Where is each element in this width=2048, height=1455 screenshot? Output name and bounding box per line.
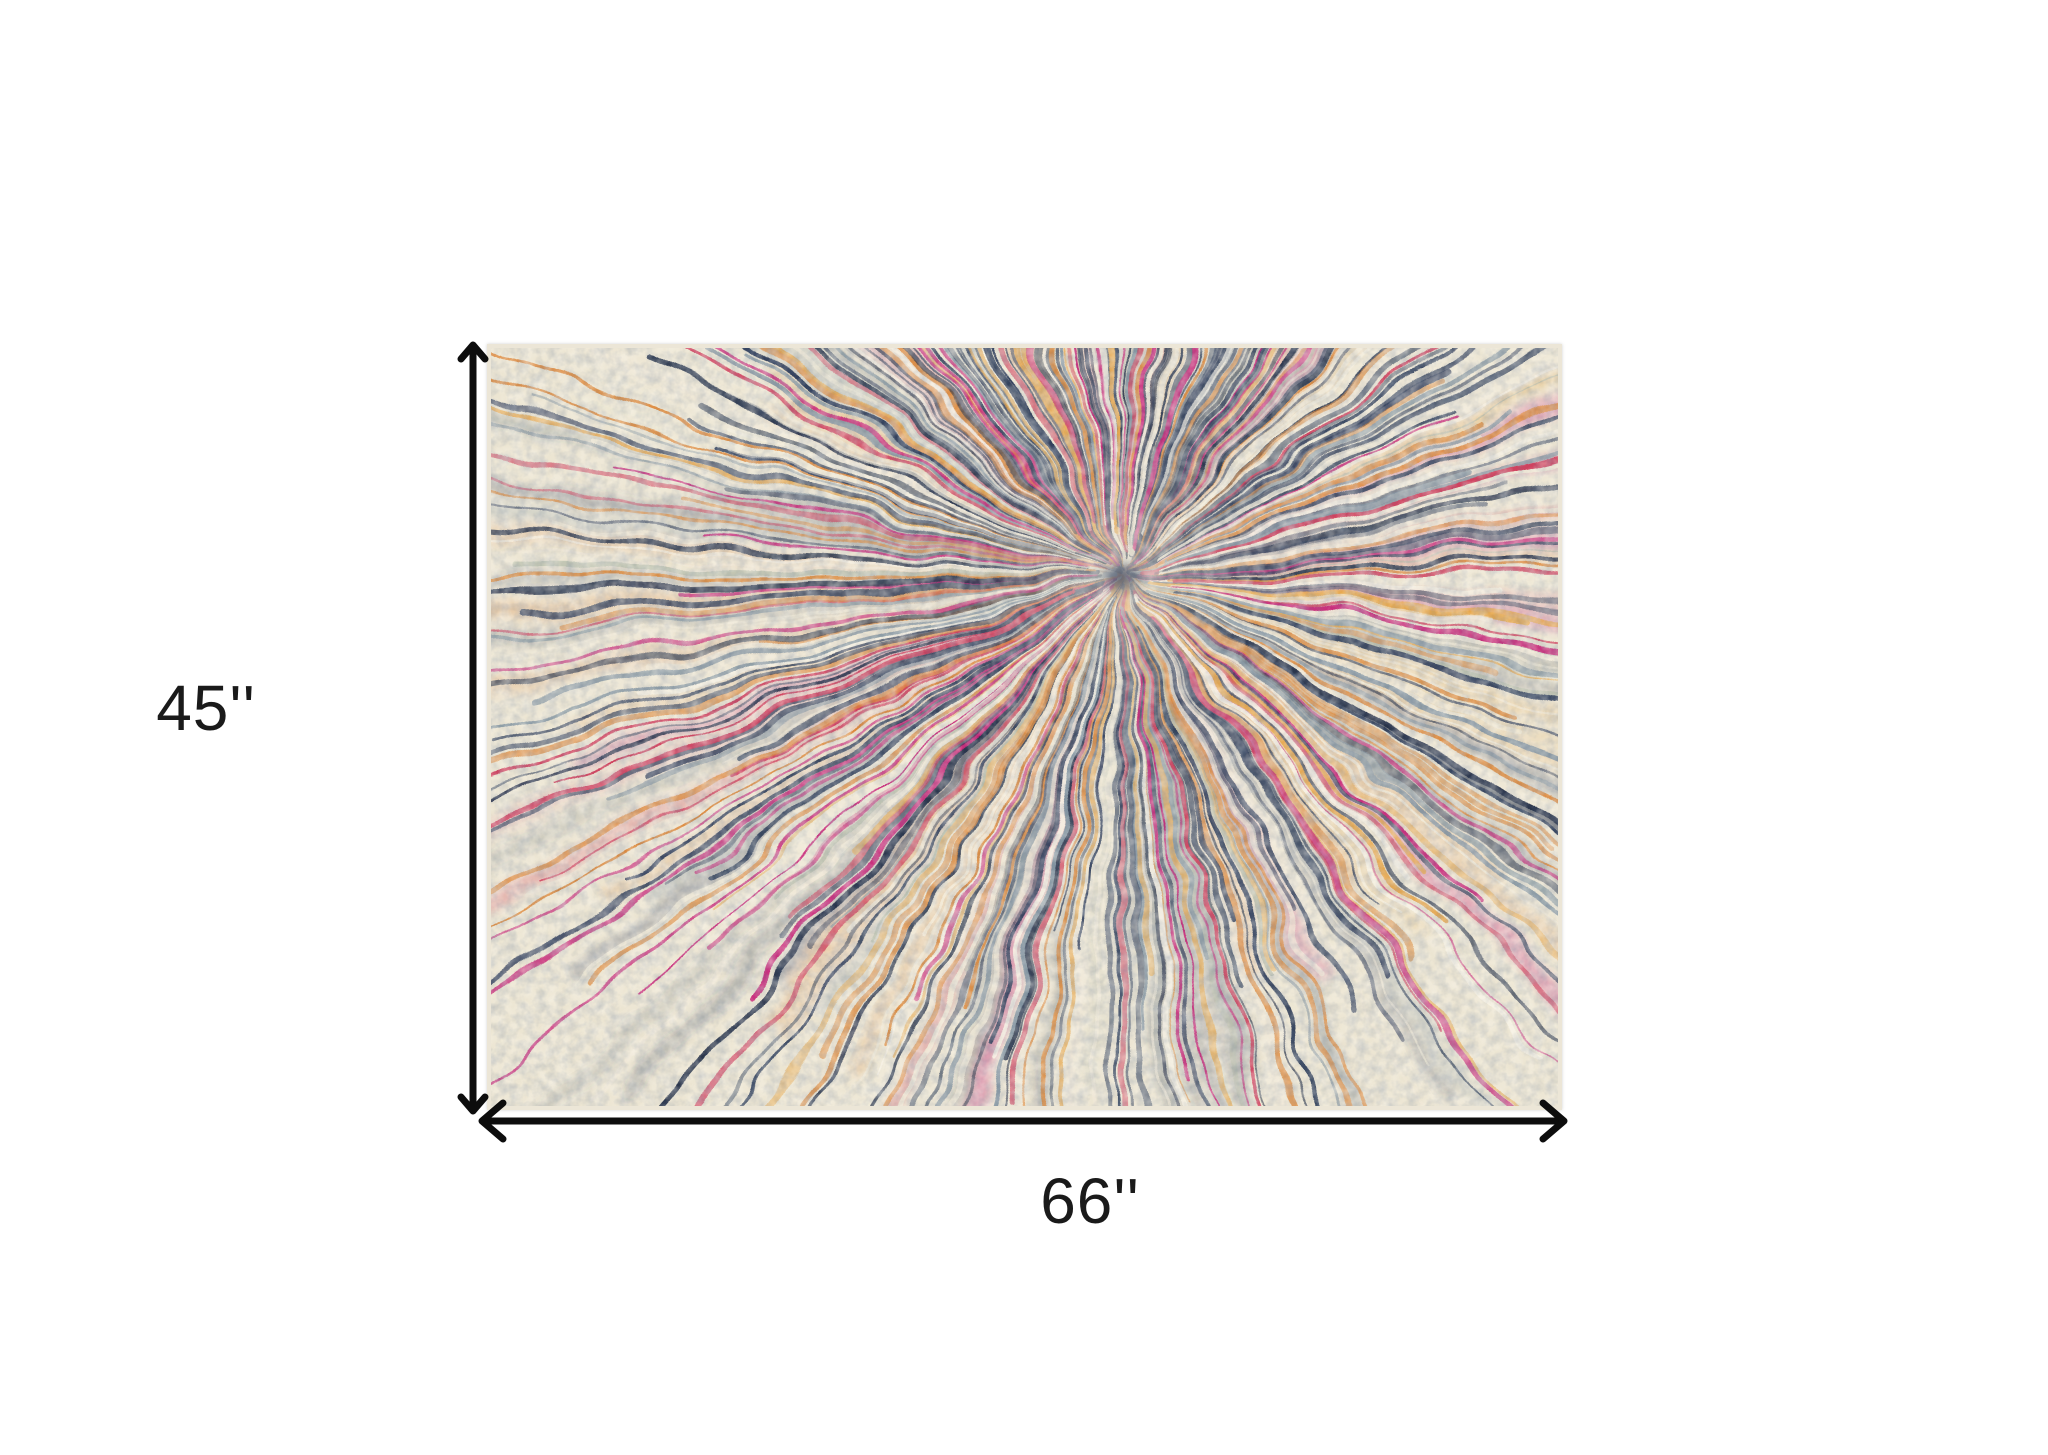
rug-burst-pattern [487, 344, 1562, 1110]
arrowhead-down-icon [457, 1093, 489, 1115]
height-dimension-label: 45'' [156, 672, 256, 744]
rug-image [487, 344, 1562, 1110]
width-dimension-label: 66'' [1040, 1165, 1140, 1237]
height-dimension-arrow [457, 341, 489, 1115]
arrowhead-up-icon [457, 341, 489, 363]
